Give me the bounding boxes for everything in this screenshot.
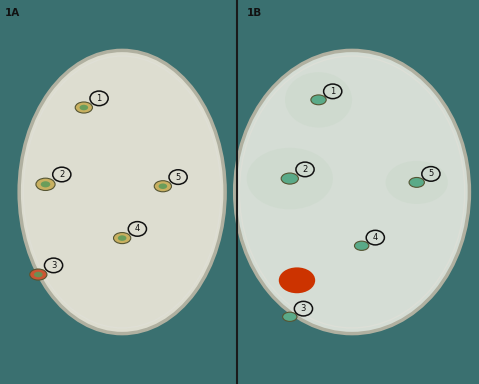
Ellipse shape bbox=[281, 173, 298, 184]
Text: 1: 1 bbox=[330, 87, 335, 96]
Ellipse shape bbox=[34, 272, 43, 277]
Ellipse shape bbox=[354, 241, 369, 250]
Ellipse shape bbox=[311, 95, 326, 105]
Text: 5: 5 bbox=[428, 169, 433, 179]
Text: 1A: 1A bbox=[5, 8, 20, 18]
Ellipse shape bbox=[285, 72, 352, 127]
Ellipse shape bbox=[247, 148, 333, 209]
Ellipse shape bbox=[386, 161, 448, 204]
Text: 5: 5 bbox=[175, 172, 181, 182]
Ellipse shape bbox=[36, 178, 55, 190]
Ellipse shape bbox=[30, 269, 47, 280]
Text: 4: 4 bbox=[135, 224, 140, 233]
Text: 1B: 1B bbox=[247, 8, 262, 18]
Ellipse shape bbox=[80, 105, 88, 110]
Ellipse shape bbox=[75, 102, 92, 113]
Ellipse shape bbox=[159, 184, 167, 189]
Text: 4: 4 bbox=[373, 233, 378, 242]
Text: 2: 2 bbox=[302, 165, 308, 174]
Text: 1: 1 bbox=[96, 94, 102, 103]
Text: 3: 3 bbox=[301, 304, 306, 313]
Ellipse shape bbox=[283, 312, 297, 321]
Text: 3: 3 bbox=[51, 261, 56, 270]
Ellipse shape bbox=[118, 235, 126, 241]
Ellipse shape bbox=[154, 181, 171, 192]
Ellipse shape bbox=[19, 50, 225, 334]
Ellipse shape bbox=[235, 50, 469, 334]
Ellipse shape bbox=[409, 177, 424, 187]
Ellipse shape bbox=[41, 181, 50, 187]
Ellipse shape bbox=[114, 233, 131, 243]
Text: 2: 2 bbox=[59, 170, 64, 179]
Ellipse shape bbox=[279, 267, 315, 293]
